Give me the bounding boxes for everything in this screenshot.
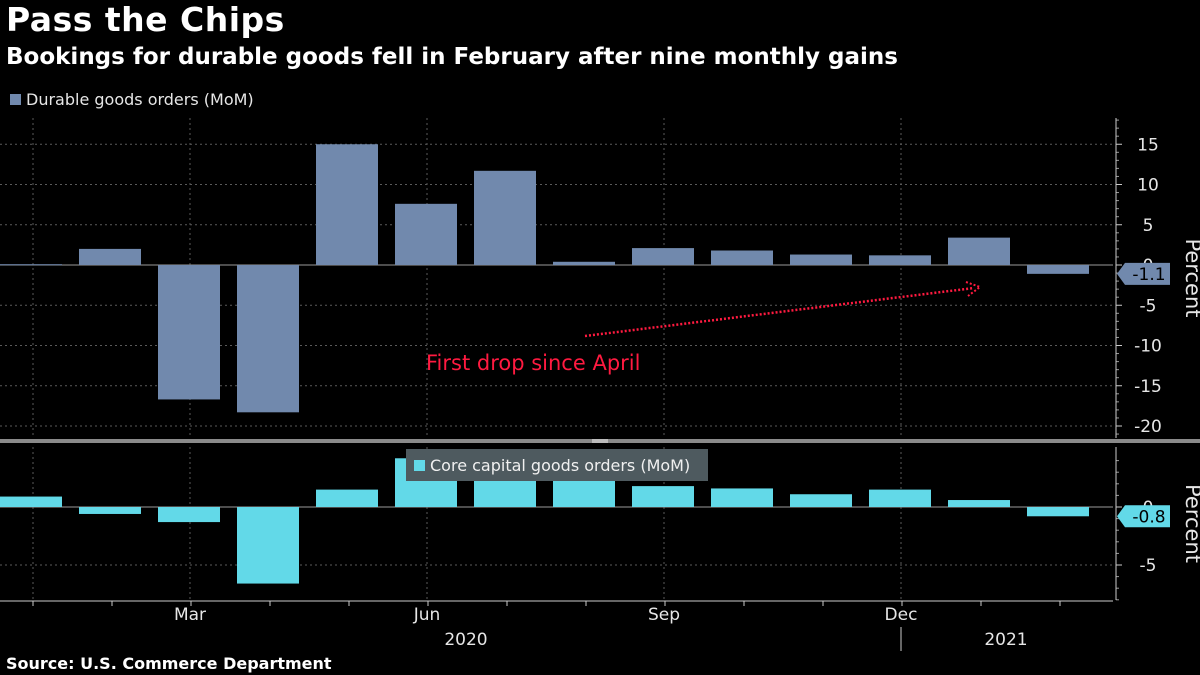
core-bar-10	[790, 494, 852, 507]
x-month-label-2: Sep	[648, 605, 680, 625]
annotation-arrow-line	[584, 286, 975, 338]
core-bar-4	[316, 489, 378, 507]
durable-bar-0	[0, 264, 62, 266]
durable-bar-7	[553, 261, 615, 265]
legend-durable-label: Durable goods orders (MoM)	[26, 90, 254, 109]
core-bar-3	[237, 507, 299, 584]
core-bar-11	[869, 489, 931, 507]
core-bar-2	[158, 507, 220, 523]
x-year-label-1: 2021	[984, 630, 1027, 650]
durable-ytick-label-5: -10	[1134, 337, 1162, 357]
legend-core: Core capital goods orders (MoM)	[406, 449, 708, 481]
chart-subtitle: Bookings for durable goods fell in Febru…	[6, 44, 898, 70]
durable-ylabel: Percent	[1181, 238, 1200, 317]
x-year-label-0: 2020	[444, 630, 487, 650]
legend-durable-swatch	[10, 94, 21, 105]
durable-bar-3	[237, 265, 299, 413]
durable-ytick-label-7: -20	[1134, 417, 1162, 437]
core-last-value-tag	[1117, 505, 1170, 528]
legend-durable: Durable goods orders (MoM)	[10, 90, 254, 109]
chart-title: Pass the Chips	[6, 0, 285, 39]
durable-ytick-label-1: 10	[1137, 176, 1159, 196]
x-month-label-0: Mar	[174, 605, 206, 625]
durable-bar-9	[711, 250, 773, 265]
durable-bar-5	[395, 203, 457, 265]
legend-core-swatch	[414, 459, 425, 471]
durable-bar-1	[79, 248, 141, 265]
durable-last-value-tag	[1117, 262, 1170, 285]
durable-ytick-label-4: -5	[1140, 296, 1157, 316]
durable-bar-12	[948, 237, 1010, 265]
annotation-text: First drop since April	[426, 351, 640, 375]
core-bar-1	[79, 507, 141, 514]
core-bar-8	[632, 486, 694, 507]
core-bar-0	[0, 496, 62, 507]
core-ytick-label-1: -5	[1140, 556, 1157, 576]
core-bar-12	[948, 500, 1010, 507]
durable-bar-13	[1027, 265, 1089, 274]
panel-separator-handle	[592, 439, 608, 443]
core-bar-13	[1027, 507, 1089, 517]
durable-ytick-label-2: 5	[1143, 216, 1154, 236]
annotation-arrow-head	[965, 281, 983, 297]
core-ylabel: Percent	[1181, 484, 1200, 563]
x-month-label-1: Jun	[413, 605, 441, 625]
durable-ytick-label-6: -15	[1134, 377, 1162, 397]
durable-ytick-label-0: 15	[1137, 135, 1159, 155]
core-last-value-label: -0.8	[1132, 507, 1165, 527]
durable-last-value-label: -1.1	[1132, 265, 1165, 285]
durable-bar-8	[632, 248, 694, 265]
legend-core-label: Core capital goods orders (MoM)	[430, 455, 691, 475]
durable-bar-4	[316, 144, 378, 265]
x-month-label-3: Dec	[885, 605, 918, 625]
core-bar-7	[553, 479, 615, 507]
durable-bar-11	[869, 255, 931, 265]
core-bar-9	[711, 488, 773, 507]
durable-bar-6	[474, 170, 536, 265]
durable-bar-2	[158, 265, 220, 400]
durable-bar-10	[790, 254, 852, 265]
source-note: Source: U.S. Commerce Department	[6, 654, 332, 673]
